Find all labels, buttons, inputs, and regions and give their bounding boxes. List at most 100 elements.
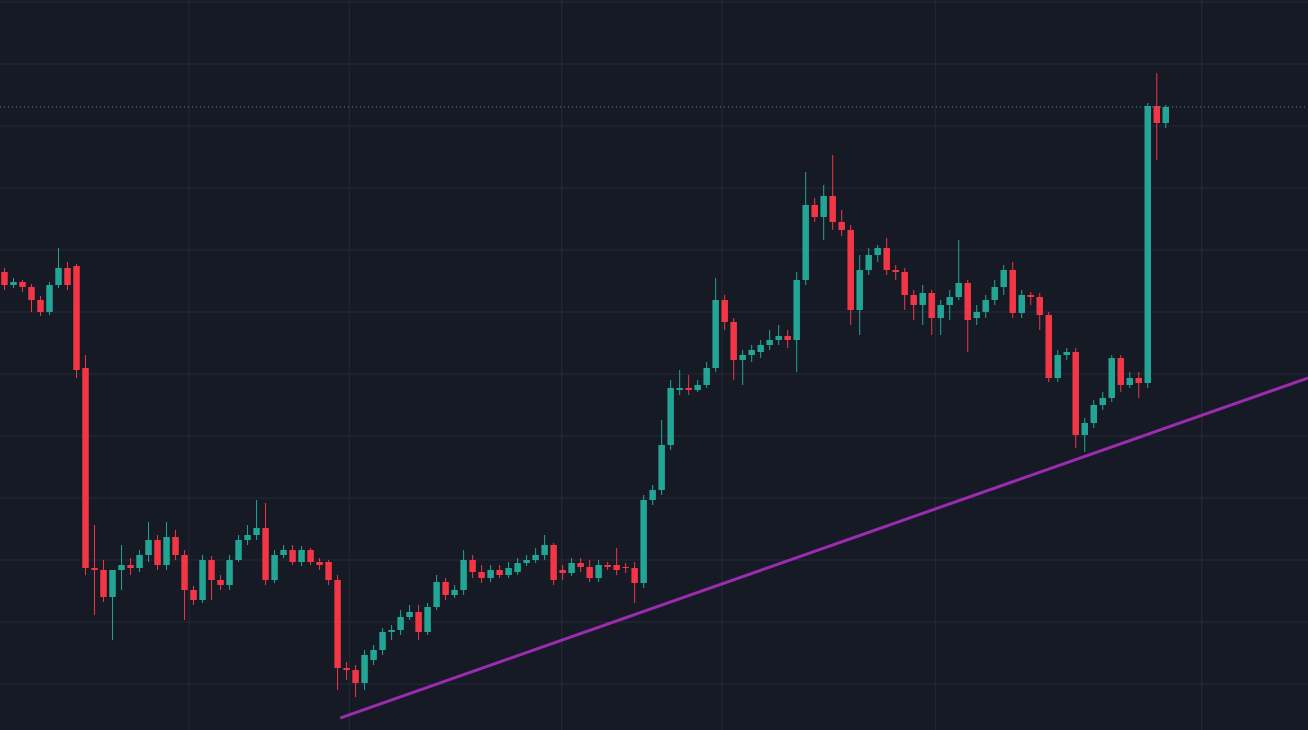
candle-body [739,355,746,360]
candle-body [433,582,440,607]
candle-body [343,668,350,670]
candle-body [937,305,944,318]
candle-body [1009,270,1016,313]
candle-body [1162,107,1170,123]
candle-body [19,282,26,287]
candle-body [1126,378,1133,385]
candle-body [856,270,863,310]
candle-body [1117,358,1124,385]
candle-body [838,222,845,230]
candle-body [1144,106,1152,383]
candle-body [550,545,557,580]
candle-body [919,293,926,305]
candle-body [388,630,395,632]
candle-body [613,565,620,570]
candle-body [199,560,206,600]
candle-body [136,555,143,568]
candle-body [595,565,602,578]
candle-body [28,287,35,300]
candle-body [244,535,251,540]
candle-body [622,567,629,568]
candle-body [451,590,458,595]
candle-body [1054,355,1061,378]
candle-body [1153,106,1161,123]
candle-body [496,570,503,575]
candle-body [703,368,710,385]
candle-body [793,280,800,340]
candle-body [55,268,62,285]
candle-body [802,205,809,280]
candle-body [73,266,80,370]
candle-body [892,270,899,272]
candle-body [1081,423,1088,435]
candle-body [280,550,287,555]
candle-body [847,230,854,310]
candle-body [163,537,170,565]
candle-body [181,555,188,590]
candle-body [955,283,962,297]
candle-body [1018,295,1025,313]
candle-body [424,607,431,632]
candle-body [334,580,341,668]
candle-body [910,295,917,305]
candle-body [316,562,323,565]
candle-body [685,388,692,390]
candle-body [586,567,593,578]
candle-body [217,580,224,585]
candle-body [190,590,197,600]
candle-body [568,563,575,573]
candle-body [757,345,764,352]
candle-body [208,560,215,580]
candle-body [1,272,8,285]
candle-body [1108,358,1115,398]
candle-body [631,568,638,583]
candle-body [262,528,269,580]
candle-body [37,300,44,312]
candle-body [820,196,827,217]
candle-body [523,560,530,563]
candle-body [973,312,980,318]
candle-body [10,282,17,285]
candle-body [667,388,674,445]
candle-body [298,550,305,562]
candle-body [487,570,494,578]
candle-body [766,340,773,345]
candle-body [874,248,881,255]
candle-body [541,545,548,555]
candle-body [748,350,755,355]
candle-body [514,563,521,572]
candle-body [172,537,179,555]
candle-body [775,336,782,340]
candle-body [100,570,107,597]
candle-body [469,560,476,572]
candle-body [235,540,242,560]
candle-body [361,655,368,683]
candle-body [109,570,116,597]
candle-body [460,560,467,590]
candle-body [379,632,386,650]
candle-body [604,565,611,567]
candle-body [964,283,971,320]
candle-body [784,336,791,340]
candle-body [721,300,728,322]
candle-body [577,563,584,567]
candle-body [442,582,449,595]
candle-body [127,565,134,568]
candle-body [532,555,539,560]
candle-body [730,322,737,360]
candle-body [928,293,935,318]
candle-body [883,248,890,270]
candle-body [1099,398,1106,405]
candle-body [640,500,647,583]
candle-body [829,196,836,222]
candle-body [811,205,818,217]
candle-body [415,612,422,632]
candle-body [352,670,359,683]
trend-line [339,376,1308,720]
candle-body [1036,297,1043,315]
candle-body [145,540,152,555]
candle-body [64,268,71,285]
candle-body [1135,378,1143,383]
